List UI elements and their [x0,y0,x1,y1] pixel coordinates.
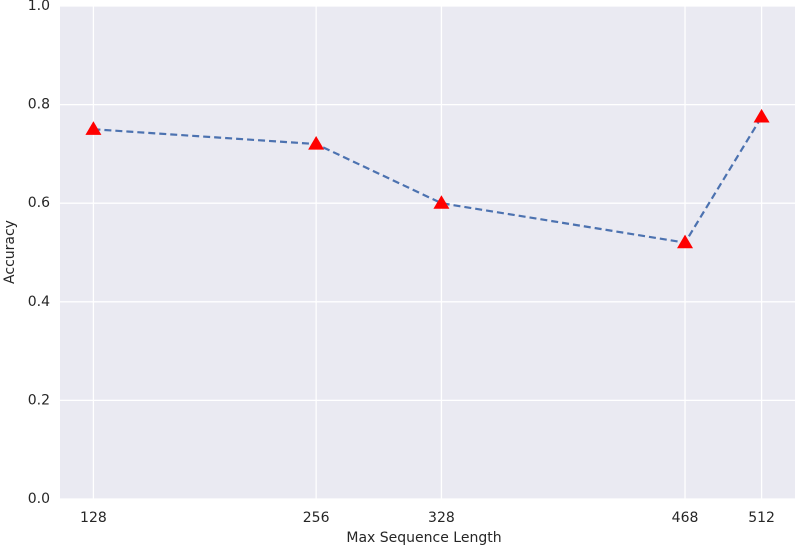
data-line [93,116,763,244]
y-tick-label: 0.2 [28,392,50,408]
x-tick-label: 328 [428,510,455,526]
x-tick-label: 256 [303,510,330,526]
marker [753,108,770,123]
x-tick-label: 128 [80,510,107,526]
x-tick-label: 512 [748,510,775,526]
marker [677,234,694,249]
x-axis-label: Max Sequence Length [346,530,501,546]
y-tick-label: 0.0 [28,491,50,507]
marker [85,121,102,135]
plot-background [60,6,795,499]
marker [433,195,450,209]
x-tick-label: 468 [672,510,699,526]
y-tick-label: 0.4 [28,294,50,310]
y-tick-label: 1.0 [28,0,50,14]
y-axis-label: Accuracy [2,220,18,284]
y-tick-label: 0.8 [28,97,50,113]
marker [308,136,325,150]
y-tick-label: 0.6 [28,195,50,211]
